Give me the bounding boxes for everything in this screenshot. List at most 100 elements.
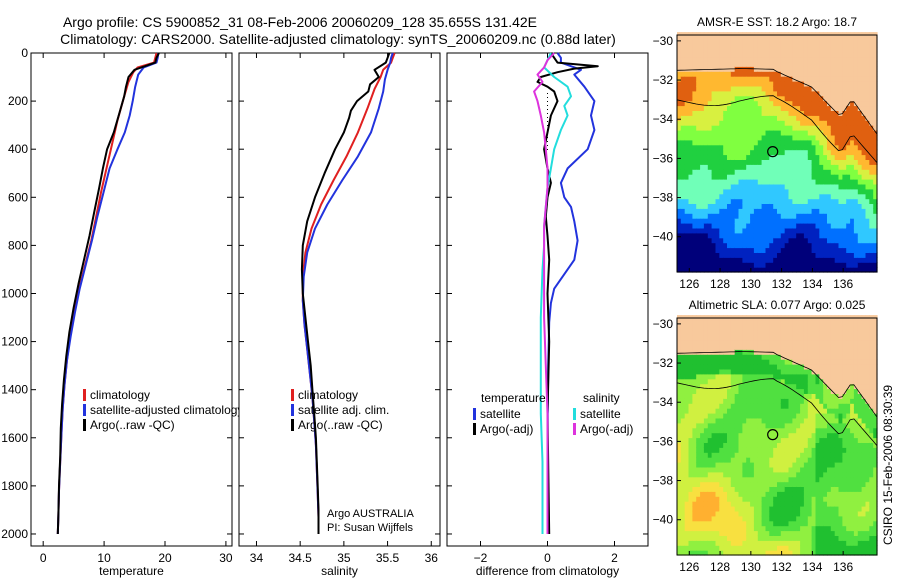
heatmap-cell xyxy=(850,193,855,200)
salinity-legend-label: satellite adj. clim. xyxy=(298,403,389,417)
heatmap-cell xyxy=(688,481,693,487)
heatmap-cell xyxy=(811,61,816,67)
heatmap-cell xyxy=(784,530,790,536)
heatmap-cell xyxy=(830,525,836,532)
heatmap-cell xyxy=(738,139,743,146)
heatmap-cell xyxy=(711,373,716,380)
heatmap-cell xyxy=(723,179,728,185)
heatmap-cell xyxy=(819,422,824,429)
heatmap-cell xyxy=(861,252,866,258)
heatmap-cell xyxy=(796,525,801,532)
heatmap-cell xyxy=(777,540,782,546)
heatmap-cell xyxy=(815,364,820,370)
heatmap-cell xyxy=(707,237,713,244)
heatmap-cell xyxy=(765,408,770,414)
heatmap-cell xyxy=(719,540,724,546)
heatmap-cell xyxy=(869,164,874,170)
heatmap-cell xyxy=(719,174,724,180)
heatmap-cell xyxy=(680,339,686,345)
heatmap-cell xyxy=(692,105,697,111)
heatmap-cell xyxy=(680,208,686,214)
heatmap-cell xyxy=(846,359,851,365)
heatmap-cell xyxy=(830,81,836,87)
heatmap-cell xyxy=(727,125,732,131)
heatmap-cell xyxy=(823,41,828,48)
heatmap-cell xyxy=(830,76,836,82)
heatmap-cell xyxy=(819,213,824,219)
heatmap-cell xyxy=(677,457,682,463)
heatmap-cell xyxy=(792,95,797,102)
heatmap-cell xyxy=(750,169,755,175)
heatmap-cell xyxy=(800,218,805,224)
heatmap-cell xyxy=(792,540,797,546)
heatmap-cell xyxy=(677,237,682,244)
heatmap-cell xyxy=(680,452,686,458)
heatmap-cell xyxy=(850,378,855,385)
heatmap-cell xyxy=(738,174,743,180)
heatmap-cell xyxy=(796,506,801,512)
heatmap-cell xyxy=(684,373,690,380)
heatmap-cell xyxy=(746,247,751,253)
heatmap-cell xyxy=(796,164,801,170)
heatmap-cell xyxy=(780,457,786,463)
heatmap-cell xyxy=(769,242,774,249)
amsre-sst-frame xyxy=(676,34,878,273)
heatmap-cell xyxy=(815,525,820,532)
heatmap-cell xyxy=(853,130,859,136)
heatmap-cell xyxy=(703,349,709,355)
heatmap-cell xyxy=(711,329,716,336)
heatmap-cell xyxy=(819,95,824,102)
heatmap-cell xyxy=(696,422,701,429)
heatmap-cell xyxy=(738,329,743,336)
heatmap-cell xyxy=(761,76,766,82)
heatmap-cell xyxy=(746,432,751,439)
heatmap-cell xyxy=(692,179,697,185)
heatmap-cell xyxy=(788,267,793,273)
heatmap-cell xyxy=(807,262,813,268)
heatmap-cell xyxy=(711,486,716,492)
heatmap-cell xyxy=(757,37,763,43)
heatmap-cell xyxy=(723,373,728,380)
heatmap-cell xyxy=(842,349,847,355)
heatmap-cell xyxy=(865,95,870,102)
heatmap-cell xyxy=(807,496,813,502)
heatmap-cell xyxy=(692,324,697,331)
heatmap-cell xyxy=(696,359,701,365)
heatmap-cell xyxy=(711,427,716,434)
heatmap-cell xyxy=(857,179,863,185)
heatmap-cell xyxy=(857,174,863,180)
heatmap-cell xyxy=(677,203,682,209)
heatmap-cell xyxy=(792,515,797,522)
heatmap-cell xyxy=(734,388,740,394)
heatmap-cell xyxy=(727,242,732,249)
heatmap-cell xyxy=(750,398,755,404)
heatmap-cell xyxy=(838,242,843,249)
heatmap-cell xyxy=(680,388,686,394)
heatmap-cell xyxy=(753,105,759,111)
heatmap-cell xyxy=(800,515,805,522)
heatmap-cell xyxy=(727,540,732,546)
heatmap-cell xyxy=(788,159,793,165)
heatmap-cell xyxy=(827,496,832,502)
heatmap-cell xyxy=(738,81,743,87)
heatmap-cell xyxy=(742,208,747,214)
heatmap-cell xyxy=(696,442,701,448)
heatmap-cell xyxy=(677,37,682,43)
heatmap-cell xyxy=(734,368,740,375)
heatmap-cell xyxy=(700,257,705,263)
map-panel-altimetric-sla: 126 128 130 132 134 136−30−32−34−36−38−40Alti… xyxy=(653,298,878,574)
heatmap-cell xyxy=(800,51,805,58)
heatmap-cell xyxy=(784,81,790,87)
heatmap-cell xyxy=(730,550,736,556)
heatmap-cell xyxy=(861,56,866,62)
heatmap-cell xyxy=(815,471,820,478)
heatmap-cell xyxy=(811,447,816,453)
heatmap-cell xyxy=(734,252,740,258)
heatmap-cell xyxy=(784,339,790,345)
heatmap-cell xyxy=(830,218,836,224)
heatmap-cell xyxy=(692,154,697,160)
heatmap-cell xyxy=(803,422,809,429)
heatmap-cell xyxy=(800,213,805,219)
heatmap-cell xyxy=(680,550,686,556)
heatmap-cell xyxy=(788,378,793,385)
